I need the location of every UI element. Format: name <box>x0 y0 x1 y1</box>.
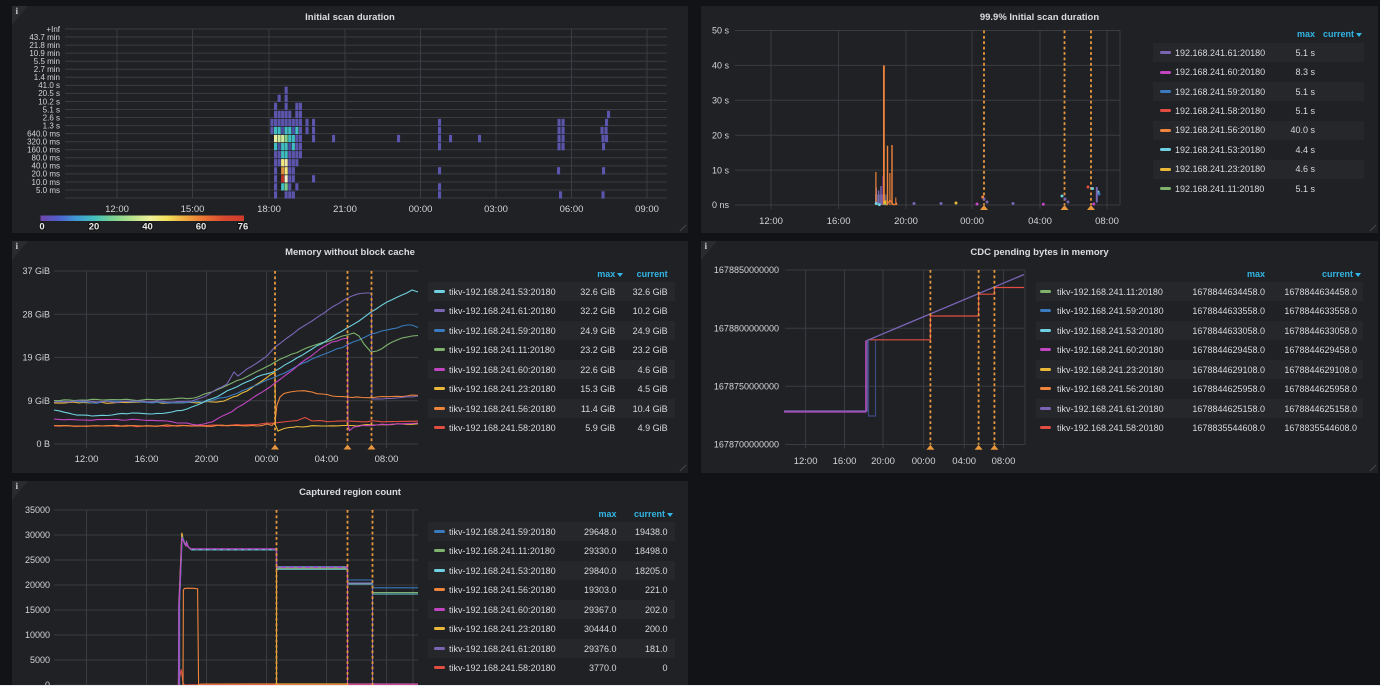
svg-text:04:00: 04:00 <box>1028 216 1052 227</box>
svg-text:12:00: 12:00 <box>759 216 783 227</box>
svg-text:10 s: 10 s <box>712 165 730 175</box>
svg-text:12:00: 12:00 <box>75 454 99 465</box>
svg-text:10.0 ms: 10.0 ms <box>32 178 60 187</box>
svg-text:1.4 min: 1.4 min <box>34 73 60 82</box>
svg-text:1678750000000: 1678750000000 <box>714 381 779 391</box>
svg-text:37 GiB: 37 GiB <box>22 266 50 276</box>
svg-text:40: 40 <box>142 222 153 233</box>
svg-text:20.5 s: 20.5 s <box>38 89 60 98</box>
svg-text:30 s: 30 s <box>712 95 730 105</box>
svg-text:04:00: 04:00 <box>952 456 976 467</box>
svg-text:16:00: 16:00 <box>827 216 851 227</box>
svg-text:0: 0 <box>45 680 50 686</box>
svg-text:16:00: 16:00 <box>135 454 159 465</box>
svg-text:00:00: 00:00 <box>960 216 984 227</box>
svg-text:12:00: 12:00 <box>794 456 818 467</box>
svg-text:20 s: 20 s <box>712 130 730 140</box>
svg-text:15:00: 15:00 <box>181 204 205 215</box>
svg-text:04:00: 04:00 <box>315 454 339 465</box>
svg-text:21.8 min: 21.8 min <box>29 41 60 50</box>
svg-text:03:00: 03:00 <box>484 204 508 215</box>
svg-text:06:00: 06:00 <box>560 204 584 215</box>
svg-text:50 s: 50 s <box>712 26 730 36</box>
svg-text:5.5 min: 5.5 min <box>34 57 60 66</box>
svg-text:1678800000000: 1678800000000 <box>714 323 779 333</box>
svg-text:60: 60 <box>196 222 207 233</box>
svg-text:5.0 ms: 5.0 ms <box>36 186 60 195</box>
svg-text:25000: 25000 <box>25 555 50 565</box>
svg-text:19 GiB: 19 GiB <box>22 353 50 363</box>
svg-text:20:00: 20:00 <box>894 216 918 227</box>
svg-text:160.0 ms: 160.0 ms <box>27 146 60 155</box>
svg-text:41.0 s: 41.0 s <box>38 81 60 90</box>
svg-text:5000: 5000 <box>30 655 50 665</box>
svg-text:0 B: 0 B <box>36 439 50 449</box>
svg-text:12:00: 12:00 <box>105 204 129 215</box>
svg-text:21:00: 21:00 <box>333 204 357 215</box>
svg-text:9 GiB: 9 GiB <box>27 396 50 406</box>
svg-text:40.0 ms: 40.0 ms <box>32 162 60 171</box>
svg-text:00:00: 00:00 <box>912 456 936 467</box>
svg-text:10000: 10000 <box>25 630 50 640</box>
svg-text:40 s: 40 s <box>712 61 730 71</box>
svg-text:5.1 s: 5.1 s <box>43 105 60 114</box>
svg-text:00:00: 00:00 <box>255 454 279 465</box>
svg-text:2.6 s: 2.6 s <box>43 113 60 122</box>
svg-text:640.0 ms: 640.0 ms <box>27 129 60 138</box>
svg-text:20:00: 20:00 <box>195 454 219 465</box>
svg-text:35000: 35000 <box>25 505 50 515</box>
svg-text:08:00: 08:00 <box>1095 216 1119 227</box>
svg-text:18:00: 18:00 <box>257 204 281 215</box>
svg-text:320.0 ms: 320.0 ms <box>27 138 60 147</box>
svg-text:30000: 30000 <box>25 530 50 540</box>
svg-text:43.7 min: 43.7 min <box>29 33 60 42</box>
svg-text:10.2 s: 10.2 s <box>38 97 60 106</box>
svg-text:28 GiB: 28 GiB <box>22 309 50 319</box>
svg-text:08:00: 08:00 <box>375 454 399 465</box>
svg-text:08:00: 08:00 <box>992 456 1016 467</box>
svg-text:20:00: 20:00 <box>871 456 895 467</box>
svg-text:00:00: 00:00 <box>409 204 433 215</box>
svg-text:20.0 ms: 20.0 ms <box>32 170 60 179</box>
svg-text:15000: 15000 <box>25 605 50 615</box>
svg-text:16:00: 16:00 <box>833 456 857 467</box>
svg-text:10.9 min: 10.9 min <box>29 49 60 58</box>
svg-text:09:00: 09:00 <box>635 204 659 215</box>
svg-text:1678850000000: 1678850000000 <box>714 265 779 275</box>
svg-text:20000: 20000 <box>25 580 50 590</box>
svg-text:1678700000000: 1678700000000 <box>714 440 779 450</box>
svg-text:0 ns: 0 ns <box>712 200 730 210</box>
svg-text:80.0 ms: 80.0 ms <box>32 154 60 163</box>
svg-text:+Inf: +Inf <box>46 25 60 34</box>
svg-text:76: 76 <box>238 222 249 233</box>
svg-text:1.3 s: 1.3 s <box>43 121 60 130</box>
svg-text:0: 0 <box>39 222 44 233</box>
svg-text:20: 20 <box>89 222 100 233</box>
svg-text:2.7 min: 2.7 min <box>34 65 60 74</box>
